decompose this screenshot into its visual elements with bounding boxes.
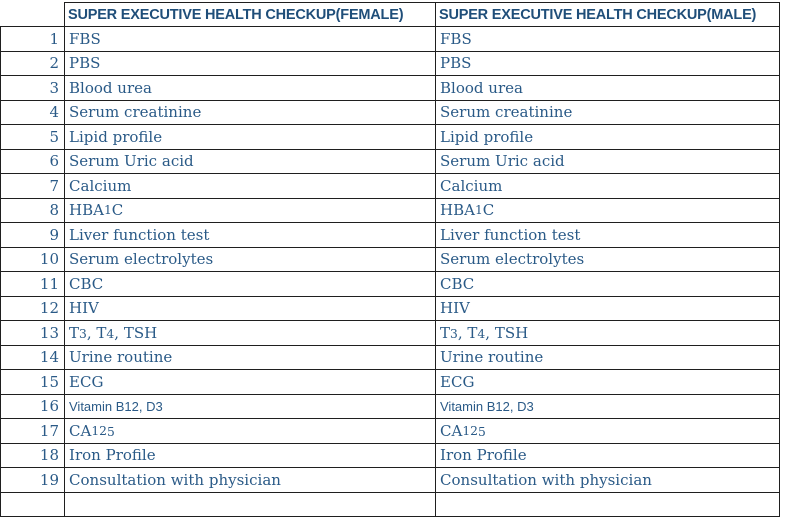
- male-item-cell: Calcium: [436, 174, 780, 199]
- row-number-cell: 17: [0, 419, 65, 444]
- male-item-cell: Liver function test: [436, 223, 780, 248]
- oldstyle-digit: 1: [462, 423, 471, 438]
- male-item-cell: Lipid profile: [436, 125, 780, 150]
- row-number-cell: 3: [0, 76, 65, 101]
- male-item-cell: Vitamin B12, D3: [436, 394, 780, 419]
- male-item-cell: Consultation with physician: [436, 468, 780, 493]
- male-item-cell: Blood urea: [436, 76, 780, 101]
- row-number-cell: 15: [0, 370, 65, 395]
- row-number-cell: 13: [0, 321, 65, 346]
- female-item-cell: Serum Uric acid: [65, 149, 436, 174]
- female-item-cell: Iron Profile: [65, 443, 436, 468]
- empty-row-number-cell: [0, 492, 65, 517]
- female-item-cell: Urine routine: [65, 345, 436, 370]
- empty-male-cell: [436, 492, 780, 517]
- female-item-cell: Blood urea: [65, 76, 436, 101]
- female-header-cell: SUPER EXECUTIVE HEALTH CHECKUP(FEMALE): [65, 2, 436, 27]
- female-item-cell: Calcium: [65, 174, 436, 199]
- oldstyle-digit: 1: [474, 203, 483, 218]
- empty-female-cell: [65, 492, 436, 517]
- row-number-cell: 14: [0, 345, 65, 370]
- male-item-cell: Serum creatinine: [436, 100, 780, 125]
- male-item-cell: Serum electrolytes: [436, 247, 780, 272]
- oldstyle-digit: 2: [470, 423, 478, 438]
- male-item-cell: HBA 1 C: [436, 198, 780, 223]
- row-number-cell: 7: [0, 174, 65, 199]
- row-number-cell: 2: [0, 51, 65, 76]
- female-item-cell: PBS: [65, 51, 436, 76]
- male-item-cell: CA 1 2 5: [436, 419, 780, 444]
- male-item-cell: Serum Uric acid: [436, 149, 780, 174]
- female-item-cell: Liver function test: [65, 223, 436, 248]
- row-number-cell: 16: [0, 394, 65, 419]
- oldstyle-digit: 5: [106, 425, 115, 440]
- male-item-cell: HIV: [436, 296, 780, 321]
- row-number-cell: 6: [0, 149, 65, 174]
- male-item-cell: CBC: [436, 272, 780, 297]
- row-number-cell: 12: [0, 296, 65, 321]
- health-checkup-table: SUPER EXECUTIVE HEALTH CHECKUP(FEMALE) S…: [0, 2, 780, 517]
- male-item-cell: PBS: [436, 51, 780, 76]
- row-number-cell: 10: [0, 247, 65, 272]
- male-item-cell: FBS: [436, 27, 780, 52]
- row-number-cell: 19: [0, 468, 65, 493]
- oldstyle-digit: 3: [79, 327, 87, 342]
- female-item-cell: Serum creatinine: [65, 100, 436, 125]
- oldstyle-digit: 5: [477, 425, 486, 440]
- oldstyle-digit: 4: [477, 327, 486, 342]
- oldstyle-digit: 3: [450, 327, 458, 342]
- oldstyle-digit: 2: [99, 423, 107, 438]
- female-item-cell: ECG: [65, 370, 436, 395]
- female-item-cell: HIV: [65, 296, 436, 321]
- row-number-cell: 4: [0, 100, 65, 125]
- row-number-cell: 9: [0, 223, 65, 248]
- male-item-cell: ECG: [436, 370, 780, 395]
- row-number-cell: 1: [0, 27, 65, 52]
- row-number-cell: 11: [0, 272, 65, 297]
- corner-cell: [0, 2, 65, 27]
- female-item-cell: CBC: [65, 272, 436, 297]
- female-item-cell: HBA 1 C: [65, 198, 436, 223]
- male-item-cell: Iron Profile: [436, 443, 780, 468]
- male-header-cell: SUPER EXECUTIVE HEALTH CHECKUP(MALE): [436, 2, 780, 27]
- oldstyle-digit: 1: [91, 423, 100, 438]
- female-item-cell: Vitamin B12, D3: [65, 394, 436, 419]
- male-item-cell: Urine routine: [436, 345, 780, 370]
- female-item-cell: CA 1 2 5: [65, 419, 436, 444]
- female-item-cell: FBS: [65, 27, 436, 52]
- oldstyle-digit: 1: [103, 203, 112, 218]
- female-item-cell: Lipid profile: [65, 125, 436, 150]
- oldstyle-digit: 4: [106, 327, 115, 342]
- female-item-cell: Consultation with physician: [65, 468, 436, 493]
- row-number-cell: 18: [0, 443, 65, 468]
- female-item-cell: Serum electrolytes: [65, 247, 436, 272]
- row-number-cell: 8: [0, 198, 65, 223]
- row-number-cell: 5: [0, 125, 65, 150]
